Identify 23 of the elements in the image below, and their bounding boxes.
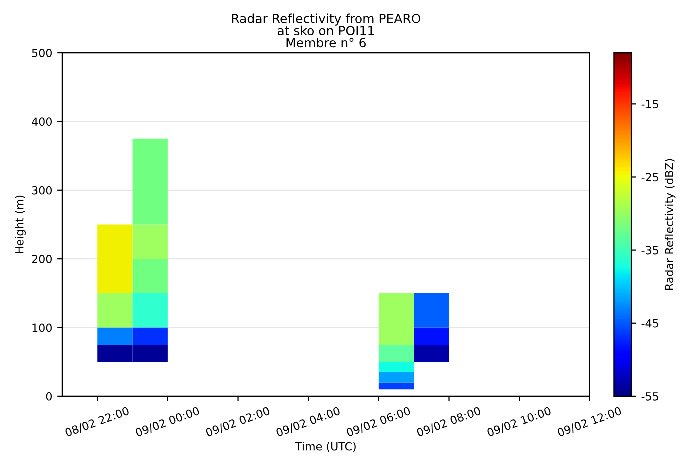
x-tick-label: 09/02 12:00 [557,406,622,438]
y-tick-label: 0 [46,392,52,401]
x-axis-title: Time (UTC) [295,442,356,452]
x-tick-label: 09/02 10:00 [486,406,552,438]
x-tick-label: 09/02 08:00 [416,406,482,438]
x-tick-label: 09/02 00:00 [135,406,200,438]
x-tick-label: 09/02 02:00 [205,406,271,438]
color-bar-label: -35 [642,246,658,255]
x-tick-label: 09/02 06:00 [346,406,412,438]
color-bar-label: -45 [642,320,658,328]
y-tick-label: 200 [32,255,52,264]
color-bar-label: -55 [642,392,658,401]
chart-title: Radar Reflectivity from PEARO at sko on POI11 Membre n° 6 [232,14,421,48]
x-tick-label: 08/02 22:00 [64,406,130,438]
y-tick-label: 100 [32,324,52,332]
color-bar-label: -15 [642,100,658,109]
y-tick-label: 400 [32,118,52,126]
y-tick-label: 500 [32,48,52,58]
color-bar-label: -25 [642,173,658,182]
color-bar-title: Radar Reflectivity (dBZ) [664,159,676,290]
x-tick-label: 09/02 04:00 [276,406,342,438]
y-tick-label: 300 [32,186,52,195]
y-axis-title: Height (m) [15,196,26,254]
